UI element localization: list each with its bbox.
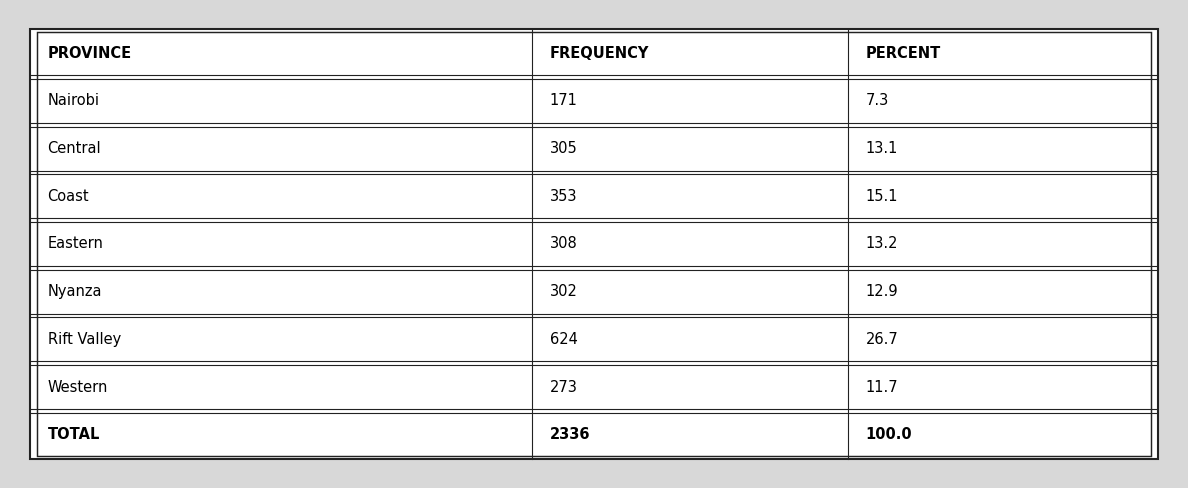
Text: 26.7: 26.7 xyxy=(866,332,898,347)
Text: 302: 302 xyxy=(550,284,577,299)
Text: Central: Central xyxy=(48,141,101,156)
Text: Nyanza: Nyanza xyxy=(48,284,102,299)
Bar xyxy=(37,32,1151,456)
Bar xyxy=(30,268,1158,316)
Bar xyxy=(30,125,1158,172)
Text: 13.1: 13.1 xyxy=(866,141,898,156)
Text: Coast: Coast xyxy=(48,189,89,204)
Text: FREQUENCY: FREQUENCY xyxy=(550,46,649,61)
Text: 273: 273 xyxy=(550,380,577,395)
Text: PROVINCE: PROVINCE xyxy=(48,46,132,61)
Text: 13.2: 13.2 xyxy=(866,237,898,251)
Text: PERCENT: PERCENT xyxy=(866,46,941,61)
Bar xyxy=(30,77,1158,125)
Text: 15.1: 15.1 xyxy=(866,189,898,204)
Bar xyxy=(30,172,1158,220)
Text: Eastern: Eastern xyxy=(48,237,103,251)
Bar xyxy=(30,363,1158,411)
Text: 305: 305 xyxy=(550,141,577,156)
Text: Western: Western xyxy=(48,380,108,395)
Text: 353: 353 xyxy=(550,189,577,204)
Text: Nairobi: Nairobi xyxy=(48,93,100,108)
Bar xyxy=(30,29,1158,77)
Bar xyxy=(30,316,1158,363)
Text: TOTAL: TOTAL xyxy=(48,427,100,442)
Text: 308: 308 xyxy=(550,237,577,251)
Text: Rift Valley: Rift Valley xyxy=(48,332,121,347)
Bar xyxy=(30,29,1158,459)
Bar xyxy=(30,411,1158,459)
Text: 11.7: 11.7 xyxy=(866,380,898,395)
Text: 171: 171 xyxy=(550,93,577,108)
Text: 2336: 2336 xyxy=(550,427,590,442)
Text: 7.3: 7.3 xyxy=(866,93,889,108)
Text: 100.0: 100.0 xyxy=(866,427,912,442)
Text: 12.9: 12.9 xyxy=(866,284,898,299)
Text: 624: 624 xyxy=(550,332,577,347)
Bar xyxy=(30,220,1158,268)
